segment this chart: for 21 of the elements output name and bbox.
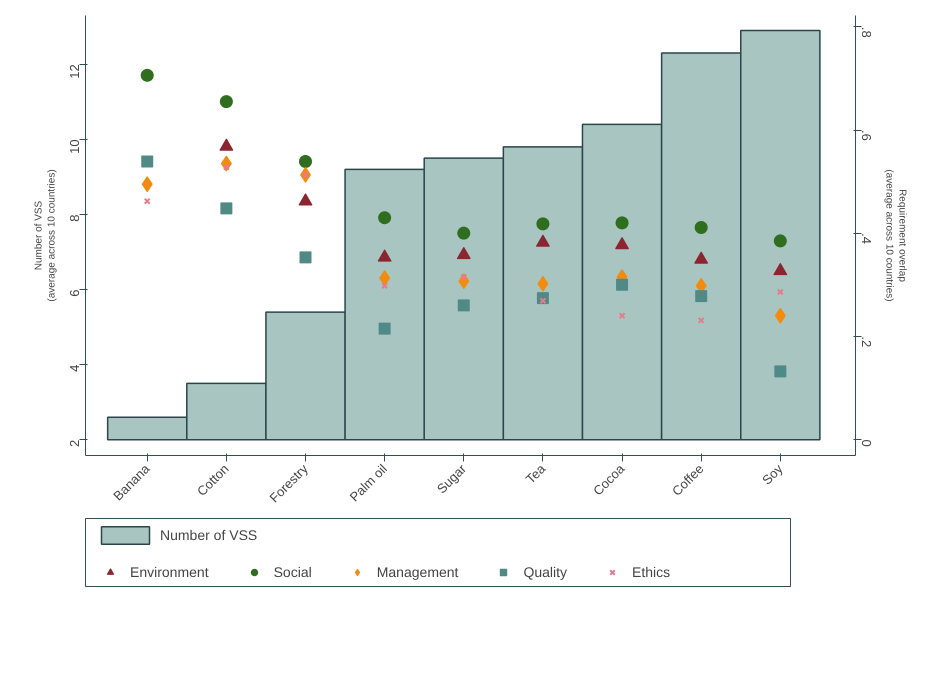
legend-label: Ethics [632, 564, 670, 580]
y-tick-label: 8 [67, 214, 82, 222]
x-tick-label: Tea [522, 460, 549, 487]
y-tick-label: 12 [67, 64, 82, 79]
y2-tick-label: .8 [859, 26, 874, 38]
y2-tick-label: .2 [859, 336, 874, 348]
y-tick-label: 4 [67, 364, 82, 372]
x-tick-label: Soy [759, 460, 786, 488]
y-tick-label: 6 [67, 290, 82, 297]
y-axis-title: Number of VSS (average across 10 countries) [33, 169, 58, 302]
legend-label: Quality [523, 564, 568, 580]
y2-tick-label: 0 [859, 440, 874, 447]
legend-label: Environment [130, 564, 209, 580]
y2-tick-label: .6 [859, 130, 874, 141]
y-tick-label: 2 [67, 440, 82, 447]
legend-label: Management [376, 564, 458, 580]
legend-label: Number of VSS [160, 527, 258, 543]
y-tick-label: 10 [67, 139, 82, 154]
legend-label: Social [274, 564, 312, 580]
y2-axis-title: Requirement overlap (average across 10 countries) [884, 169, 908, 302]
y2-tick-label: .4 [859, 233, 874, 244]
